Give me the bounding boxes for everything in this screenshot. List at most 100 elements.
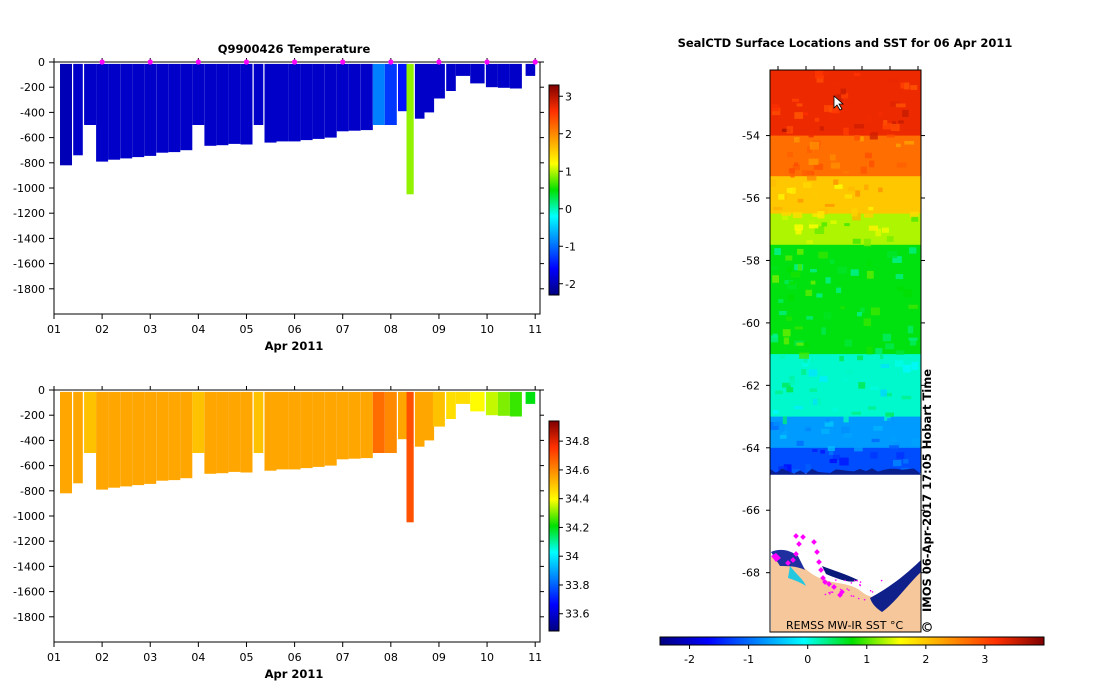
profile-bar [525, 63, 536, 76]
x-tick-label: 11 [528, 651, 542, 664]
profile-bar [324, 63, 337, 138]
sst-texture [808, 224, 819, 229]
sst-colorbar-tick-label: 2 [922, 653, 929, 666]
sst-texture [880, 389, 887, 397]
sst-texture [864, 152, 872, 159]
sst-texture [781, 211, 791, 216]
sst-texture [807, 175, 817, 181]
x-tick-label: 07 [336, 323, 350, 336]
y-tick-label: -400 [20, 106, 45, 119]
sst-texture [830, 220, 837, 224]
sst-texture [878, 187, 883, 193]
sst-texture [864, 116, 872, 123]
sst-texture [779, 435, 787, 439]
colorbar-tick-label: 2 [565, 128, 572, 141]
x-tick-label: 09 [432, 323, 446, 336]
colorbar-tick-label: 3 [565, 90, 572, 103]
sst-texture [827, 446, 835, 451]
sst-texture [860, 307, 865, 313]
sst-texture [817, 211, 825, 219]
profile-bar [485, 63, 498, 88]
profile-bar [120, 63, 133, 159]
profile-bar [253, 391, 264, 453]
salinity-colorbar [548, 420, 560, 632]
sst-texture [801, 112, 809, 116]
sst-texture [782, 382, 791, 388]
colorbar-tick-label: 33.8 [565, 579, 590, 592]
sst-texture [786, 126, 794, 134]
sst-texture [794, 224, 804, 231]
x-tick-label: 03 [143, 323, 157, 336]
sst-texture [772, 410, 779, 414]
salinity-x-axis-label: Apr 2011 [265, 667, 324, 681]
sst-texture [874, 354, 881, 360]
seal-location-marker [793, 533, 799, 539]
sst-texture [818, 251, 828, 259]
x-tick-label: 11 [528, 323, 542, 336]
profile-bar [132, 391, 145, 486]
sst-credit: REMSS MW-IR SST °C [786, 619, 904, 632]
colorbar-tick-label: 1 [565, 165, 572, 178]
sst-texture [878, 111, 883, 117]
profile-bar [300, 391, 313, 469]
sst-texture [868, 206, 874, 211]
seal-location-dot [871, 591, 874, 593]
profile-bar [424, 391, 435, 441]
sst-texture [839, 356, 844, 362]
sst-texture [829, 458, 837, 464]
profile-bar [60, 63, 72, 166]
profile-bar [497, 63, 510, 88]
sst-texture [808, 219, 815, 225]
sst-texture [789, 379, 795, 385]
temperature-colorbar [548, 84, 560, 296]
temperature-chart-title: Q9900426 Temperature [218, 42, 371, 56]
salinity-axes: 01 02 03 04 05 06 07 08 09 10 11 0 -200 -400 -600 -800 -… [13, 384, 544, 664]
sst-texture [844, 339, 852, 347]
profile-bar [168, 391, 181, 481]
sst-texture [887, 251, 898, 258]
x-tick-label: 08 [384, 651, 398, 664]
temperature-colorbar-ticks: 3 2 1 0 -1 -2 [559, 90, 576, 291]
sst-texture [843, 433, 853, 438]
sst-texture [778, 466, 787, 471]
seal-location-dot [852, 595, 855, 597]
profile-bar [414, 63, 425, 119]
sst-texture [808, 129, 814, 138]
profile-bar [144, 391, 157, 484]
sst-texture [773, 421, 783, 426]
sst-field [770, 70, 921, 550]
profile-bar [264, 63, 277, 143]
sst-texture [896, 162, 907, 168]
sst-texture [785, 255, 793, 261]
profile-bar [108, 391, 121, 488]
sst-texture [805, 289, 813, 296]
y-tick-label: -1000 [13, 510, 45, 523]
profile-bar [384, 391, 397, 453]
colorbar-tick-label: 34.2 [565, 521, 590, 534]
sst-texture [786, 314, 793, 321]
sst-texture [831, 105, 840, 114]
sst-texture [801, 170, 812, 176]
colorbar-tick-label: 34.4 [565, 493, 590, 506]
sst-texture [841, 426, 850, 434]
sst-texture [904, 141, 915, 145]
sst-texture [797, 198, 804, 203]
y-tick-label: -600 [20, 460, 45, 473]
profile-bar [455, 63, 471, 76]
sst-texture [782, 329, 791, 337]
seal-location-marker [822, 579, 828, 585]
salinity-section-chart: 01 02 03 04 05 06 07 08 09 10 11 0 -200 -400 -600 -800 -… [13, 384, 589, 681]
lat-tick-label: -58 [742, 254, 760, 267]
temperature-x-axis-label: Apr 2011 [265, 339, 324, 353]
sst-texture [821, 327, 826, 335]
profile-bar [300, 63, 313, 141]
sst-texture [870, 452, 878, 459]
seal-location-marker [785, 560, 791, 566]
profile-bar [132, 63, 145, 158]
sst-texture [868, 225, 878, 231]
sst-texture [900, 467, 910, 471]
temperature-profiles [60, 63, 536, 195]
profile-bar [455, 391, 471, 404]
y-tick-label: -200 [20, 409, 45, 422]
seal-location-dot [857, 597, 860, 600]
